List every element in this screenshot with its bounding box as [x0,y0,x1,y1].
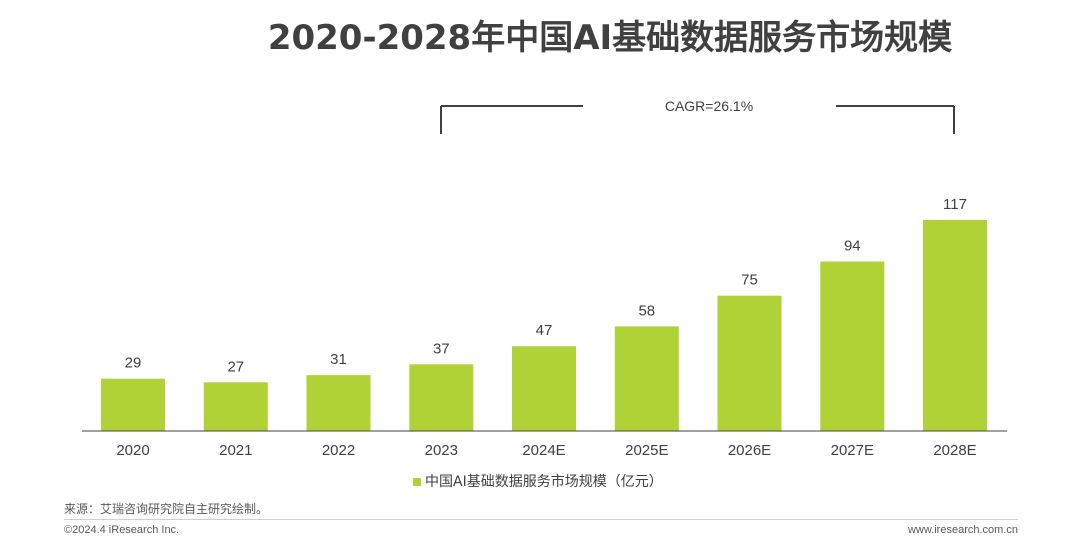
source-note: 来源：艾瑞咨询研究院自主研究绘制。 [64,502,269,516]
x-tick-label: 2027E [831,442,874,459]
value-label: 94 [844,238,861,255]
bar-2024e [512,346,576,431]
value-label: 58 [638,302,655,319]
chart-title: 2020-2028年中国AI基础数据服务市场规模 [267,18,953,58]
value-label: 29 [125,355,142,372]
x-tick-label: 2022 [322,442,355,459]
value-label: 117 [943,196,967,213]
value-label: 47 [536,322,553,339]
bar-2023 [409,364,474,431]
bar-2025e [614,326,679,431]
copyright: ©2024.4 iResearch Inc. [64,524,180,536]
footer-divider [64,519,1018,520]
cagr-label: CAGR=26.1% [665,98,753,114]
x-tick-label: 2023 [425,442,458,459]
value-label: 75 [741,272,758,289]
bar-2021 [203,382,268,431]
bar-2022 [306,375,371,431]
bar-2026e [717,295,782,431]
value-label: 37 [433,340,450,357]
bar-chart: 29 27 31 37 47 58 75 94 117 2020 2021 2022 2023 2024… [82,98,1007,490]
legend: 中国AI基础数据服务市场规模（亿元） [413,473,663,490]
x-tick-label: 2025E [625,442,668,459]
bar-2028e [923,220,987,431]
bar-2027e [820,261,885,431]
x-tick-label: 2024E [522,442,565,459]
x-tick-label: 2026E [728,442,771,459]
legend-label: 中国AI基础数据服务市场规模（亿元） [425,473,663,490]
bar-2020 [101,378,165,431]
value-label: 27 [227,358,244,375]
x-tick-label: 2021 [219,442,252,459]
x-tick-label: 2020 [116,442,149,459]
x-tick-label: 2028E [933,442,976,459]
cagr-bracket: CAGR=26.1% [440,98,955,134]
legend-swatch [413,478,421,486]
value-label: 31 [330,351,347,368]
website: www.iresearch.com.cn [907,524,1018,536]
